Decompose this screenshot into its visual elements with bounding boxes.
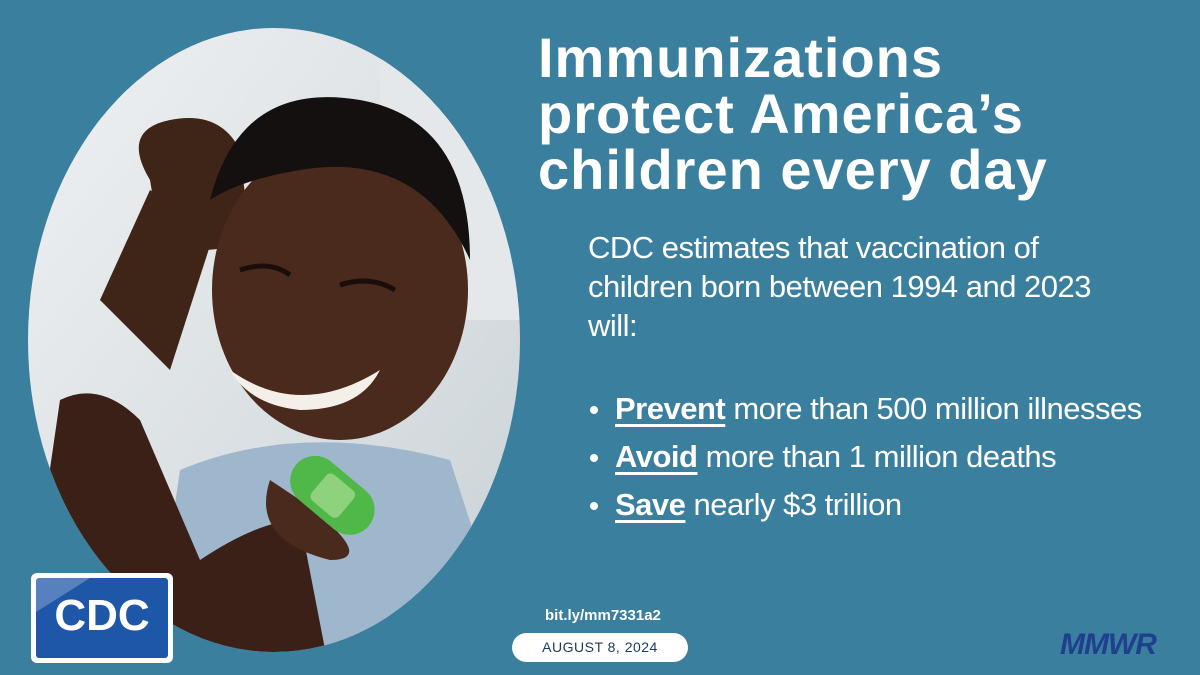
bullet-emphasis: Avoid bbox=[615, 439, 698, 474]
bullet-item: Avoid more than 1 million deaths bbox=[588, 433, 1168, 481]
bullet-text: Prevent more than 500 million illnesses bbox=[615, 385, 1168, 433]
bullet-item: Prevent more than 500 million illnesses bbox=[588, 385, 1168, 433]
bullet-text: Save nearly $3 trillion bbox=[615, 481, 1168, 529]
publication-logo: MMWR bbox=[1060, 628, 1157, 661]
bullet-detail: more than 1 million deaths bbox=[705, 439, 1057, 474]
bullet-detail: more than 500 million illnesses bbox=[733, 391, 1142, 426]
headline: Immunizations protect America’s children e… bbox=[538, 30, 1188, 198]
bullet-list: Prevent more than 500 million illnesses A… bbox=[588, 385, 1168, 529]
bullet-emphasis: Prevent bbox=[615, 391, 726, 426]
link-text: bit.ly/mm7331a2 bbox=[545, 607, 661, 624]
headline-line: protect America’s bbox=[538, 82, 1024, 145]
logo-text: CDC bbox=[54, 591, 149, 640]
cdc-logo: CDC bbox=[31, 573, 173, 663]
intro-text: CDC estimates that vaccination of childr… bbox=[588, 230, 1092, 343]
headline-line: children every day bbox=[538, 138, 1048, 201]
bullet-text: Avoid more than 1 million deaths bbox=[615, 433, 1168, 481]
headline-line: Immunizations bbox=[538, 26, 944, 89]
bullet-emphasis: Save bbox=[615, 487, 686, 522]
bullet-item: Save nearly $3 trillion bbox=[588, 481, 1168, 529]
date-pill: AUGUST 8, 2024 bbox=[512, 633, 688, 662]
bullet-detail: nearly $3 trillion bbox=[693, 487, 903, 522]
photo bbox=[28, 28, 520, 652]
